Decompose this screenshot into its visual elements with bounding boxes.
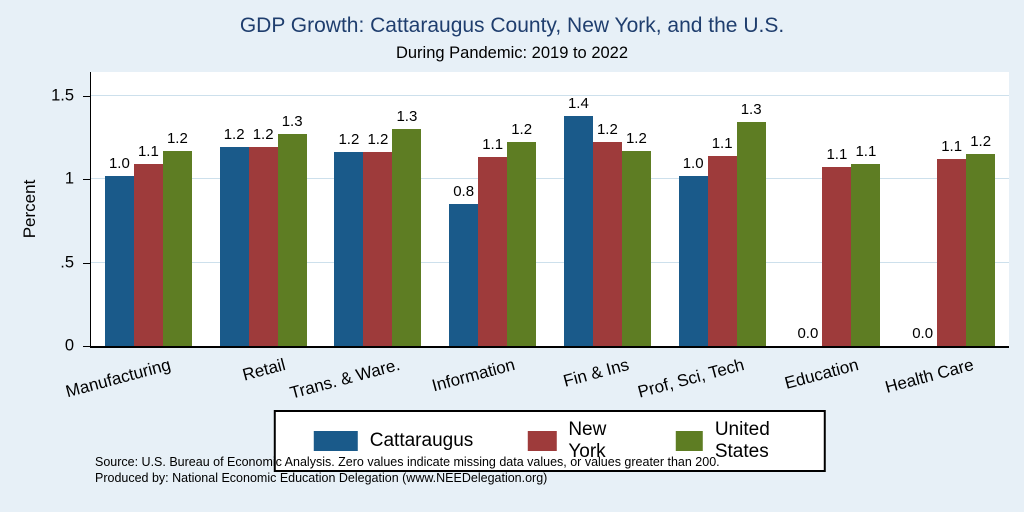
- bar-value-label: 0.8: [453, 183, 475, 201]
- bar: 1.3: [392, 108, 422, 346]
- legend-item: New York: [527, 419, 621, 463]
- bar-value-label: 1.1: [855, 142, 877, 160]
- bar-value-label: 0.0: [797, 325, 819, 342]
- bar: 1.1: [478, 136, 508, 346]
- y-axis: 0 .5 1 1.5: [0, 72, 90, 355]
- bar: 1.0: [104, 155, 134, 346]
- bar-value-label: 0.0: [912, 325, 934, 342]
- bar: 0.8: [449, 183, 479, 346]
- gridline: [91, 178, 1009, 179]
- y-tick-label: 1.5: [51, 86, 74, 104]
- bar-value-label: 1.0: [682, 154, 704, 172]
- bar: 1.1: [133, 143, 163, 346]
- plot-area: 1.0 1.1 1.2 1.2 1.2 1.3 1.2 1.2 1.3 0.8 1.1 1.2 1.4 1…: [90, 72, 1009, 348]
- gridline: [91, 94, 1009, 96]
- legend: Cattaraugus New York United States: [273, 410, 827, 472]
- bar-value-label: 1.1: [137, 142, 159, 160]
- bar-group: 0.8 1.1 1.2: [449, 121, 537, 346]
- y-tick-mark: [83, 179, 90, 180]
- bar-value-label: 1.2: [166, 129, 188, 147]
- bar: 1.2: [334, 131, 364, 346]
- y-tick-label: 0: [64, 336, 74, 355]
- bar-group: 1.2 1.2 1.3: [334, 108, 422, 346]
- bar: 1.1: [822, 146, 852, 346]
- bar-value-label: 1.3: [281, 112, 303, 130]
- bar-value-label: 1.1: [482, 136, 504, 154]
- bar: 1.2: [248, 126, 278, 346]
- bar-group: 1.0 1.1 1.3: [678, 101, 766, 346]
- legend-swatch: [527, 431, 557, 451]
- y-tick-mark: [83, 262, 90, 264]
- bar-value-label: 1.2: [367, 131, 389, 149]
- bar-group: 1.2 1.2 1.3: [219, 113, 307, 346]
- x-axis: Manufacturing Retail Trans. & Ware. Informa…: [63, 350, 1008, 410]
- legend-swatch: [675, 431, 703, 451]
- source-line-2: Produced by: National Economic Education…: [95, 471, 548, 485]
- bar-value-label: 1.2: [625, 129, 647, 147]
- x-tick-label: Fin & Ins: [561, 355, 632, 391]
- bar: 1.2: [363, 131, 393, 346]
- bar: 1.0: [678, 155, 708, 346]
- bar-value-label: 1.3: [740, 101, 762, 119]
- bar-value-label: 1.4: [567, 94, 589, 112]
- bar: 1.2: [162, 130, 192, 346]
- bar-value-label: 1.2: [970, 132, 992, 150]
- legend-label: United States: [714, 419, 770, 462]
- bar-group: 1.0 1.1 1.2: [104, 130, 192, 346]
- x-tick-label: Information: [429, 355, 517, 396]
- y-tick-label: 1: [64, 169, 74, 188]
- legend-item: United States: [675, 419, 786, 463]
- bar: 1.2: [621, 130, 651, 346]
- bar: 1.3: [277, 113, 307, 346]
- bar-value-label: 1.1: [711, 134, 733, 152]
- x-tick-label: Prof, Sci, Tech: [635, 355, 747, 402]
- legend-label: Cattaraugus: [369, 430, 474, 451]
- legend-label: New York: [568, 419, 607, 462]
- x-tick-label: Health Care: [882, 355, 976, 397]
- bar-value-label: 1.2: [338, 131, 360, 149]
- legend-swatch: [313, 431, 358, 451]
- bar-value-label: 1.0: [108, 154, 130, 172]
- source-line-1: Source: U.S. Bureau of Economic Analysis…: [95, 455, 720, 469]
- source-note: Source: U.S. Bureau of Economic Analysis…: [95, 454, 720, 486]
- bar-group: 0.0 1.1 1.1: [793, 143, 881, 346]
- x-tick-label: Trans. & Ware.: [287, 355, 402, 403]
- bar: 1.2: [507, 121, 537, 346]
- bar-value-label: 1.2: [252, 126, 274, 144]
- y-tick-mark: [83, 95, 90, 97]
- x-tick-label: Education: [782, 355, 861, 393]
- bar-value-label: 1.1: [826, 146, 848, 164]
- bar-value-label: 1.3: [396, 107, 418, 125]
- bar-value-label: 1.2: [596, 121, 618, 139]
- gridline: [91, 261, 1009, 263]
- x-tick-label: Retail: [240, 355, 288, 385]
- bar: 1.1: [707, 135, 737, 346]
- bar-value-label: 1.2: [511, 121, 533, 139]
- bar: 1.2: [219, 126, 249, 346]
- bar-group: 1.4 1.2 1.2: [563, 95, 651, 346]
- y-tick-label: .5: [60, 253, 74, 271]
- bar-group: 0.0 1.1 1.2: [908, 133, 996, 346]
- legend-item: Cattaraugus: [313, 430, 474, 452]
- chart-title: GDP Growth: Cattaraugus County, New York…: [239, 14, 785, 37]
- y-tick-mark: [83, 346, 90, 347]
- bar: 1.4: [563, 95, 593, 346]
- bar: 1.1: [937, 138, 967, 346]
- bar-value-label: 1.2: [223, 126, 245, 144]
- bar: 1.2: [592, 121, 622, 346]
- chart-subtitle: During Pandemic: 2019 to 2022: [395, 44, 629, 62]
- bar: 1.1: [851, 143, 881, 346]
- bar: 1.2: [966, 133, 996, 346]
- x-tick-label: Manufacturing: [63, 355, 173, 402]
- bar-groups: 1.0 1.1 1.2 1.2 1.2 1.3 1.2 1.2 1.3 0.8 1.1 1.2 1.4 1…: [91, 72, 1009, 346]
- bar: 1.3: [736, 101, 766, 346]
- bar-value-label: 1.1: [941, 137, 963, 155]
